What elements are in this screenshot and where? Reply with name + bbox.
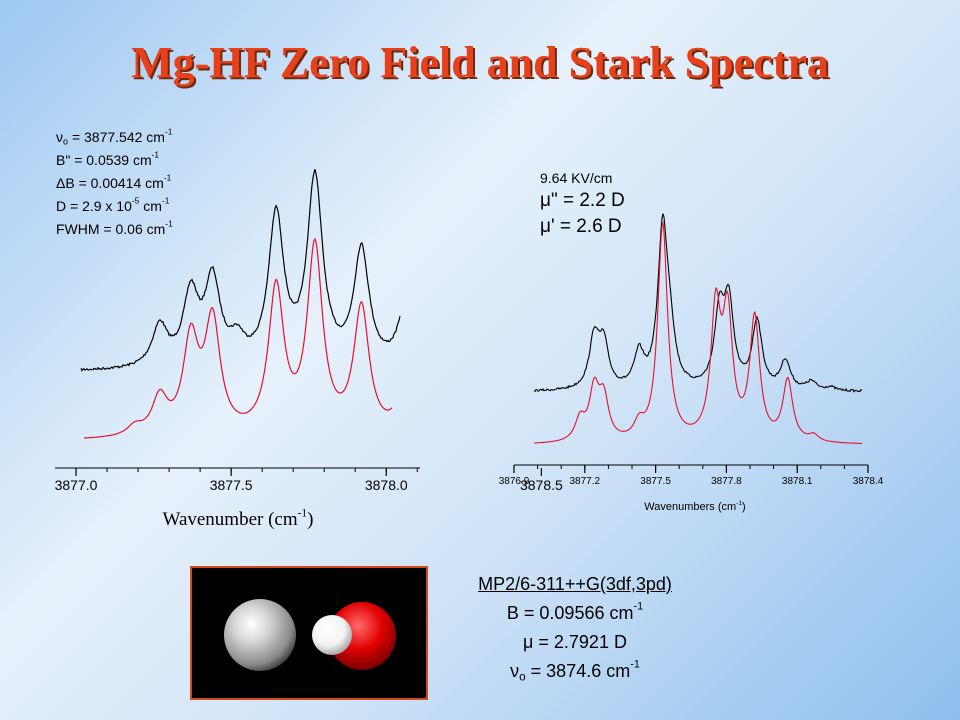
x-tick-label: 3876.9 xyxy=(499,476,530,487)
delta-b-param: ΔB = 0.00414 cm-1 xyxy=(56,172,172,191)
fwhm-param: FWHM = 0.06 cm-1 xyxy=(56,218,173,237)
x-tick-label: 3877.8 xyxy=(711,476,742,487)
fit-parameters: νo = 3877.542 cm-1 B" = 0.0539 cm-1 ΔB =… xyxy=(56,126,173,241)
x-tick-label: 3877.2 xyxy=(570,476,601,487)
simulated-trace xyxy=(84,237,393,439)
calc-method: MP2/6-311++G(3df,3pd) xyxy=(478,574,672,594)
d-param: D = 2.9 x 10-5 cm-1 xyxy=(56,195,170,214)
x-tick-label: 3878.0 xyxy=(365,477,408,493)
h-atom xyxy=(312,615,352,655)
x-tick-label: 3877.0 xyxy=(55,477,98,493)
f-atom xyxy=(328,602,396,670)
dipole-upper: μ' = 2.6 D xyxy=(540,216,622,237)
ab-initio-results: MP2/6-311++G(3df,3pd) B = 0.09566 cm-1 μ… xyxy=(440,570,710,686)
field-strength: 9.64 KV/cm xyxy=(540,170,613,186)
x-tick-label: 3878.4 xyxy=(853,476,884,487)
dipole-lower: μ" = 2.2 D xyxy=(540,190,625,211)
slide-title: Mg-HF Zero Field and Stark Spectra xyxy=(131,38,829,87)
mg-atom xyxy=(224,599,296,671)
x-tick-label: 3878.1 xyxy=(782,476,813,487)
calc-dipole: μ = 2.7921 D xyxy=(523,632,627,652)
x-tick-label: 3877.5 xyxy=(210,477,253,493)
simulated-trace xyxy=(534,220,863,445)
x-axis-label: Wavenumbers (cm-1) xyxy=(644,500,745,513)
b-double-prime-param: B" = 0.0539 cm-1 xyxy=(56,149,160,168)
experimental-trace xyxy=(533,213,863,393)
x-tick-label: 3878.5 xyxy=(520,477,563,493)
calc-b-constant: B = 0.09566 cm-1 xyxy=(506,600,644,623)
calc-band-origin: νo = 3874.6 cm-1 xyxy=(510,658,640,684)
x-axis-label: Wavenumber (cm-1) xyxy=(163,507,314,530)
stark-parameters: 9.64 KV/cm μ" = 2.2 D μ' = 2.6 D xyxy=(540,168,625,240)
experimental-trace xyxy=(80,169,401,372)
molecule-model-image xyxy=(190,566,428,700)
nu0-param: νo = 3877.542 cm-1 xyxy=(56,126,173,147)
x-tick-label: 3877.5 xyxy=(640,476,671,487)
